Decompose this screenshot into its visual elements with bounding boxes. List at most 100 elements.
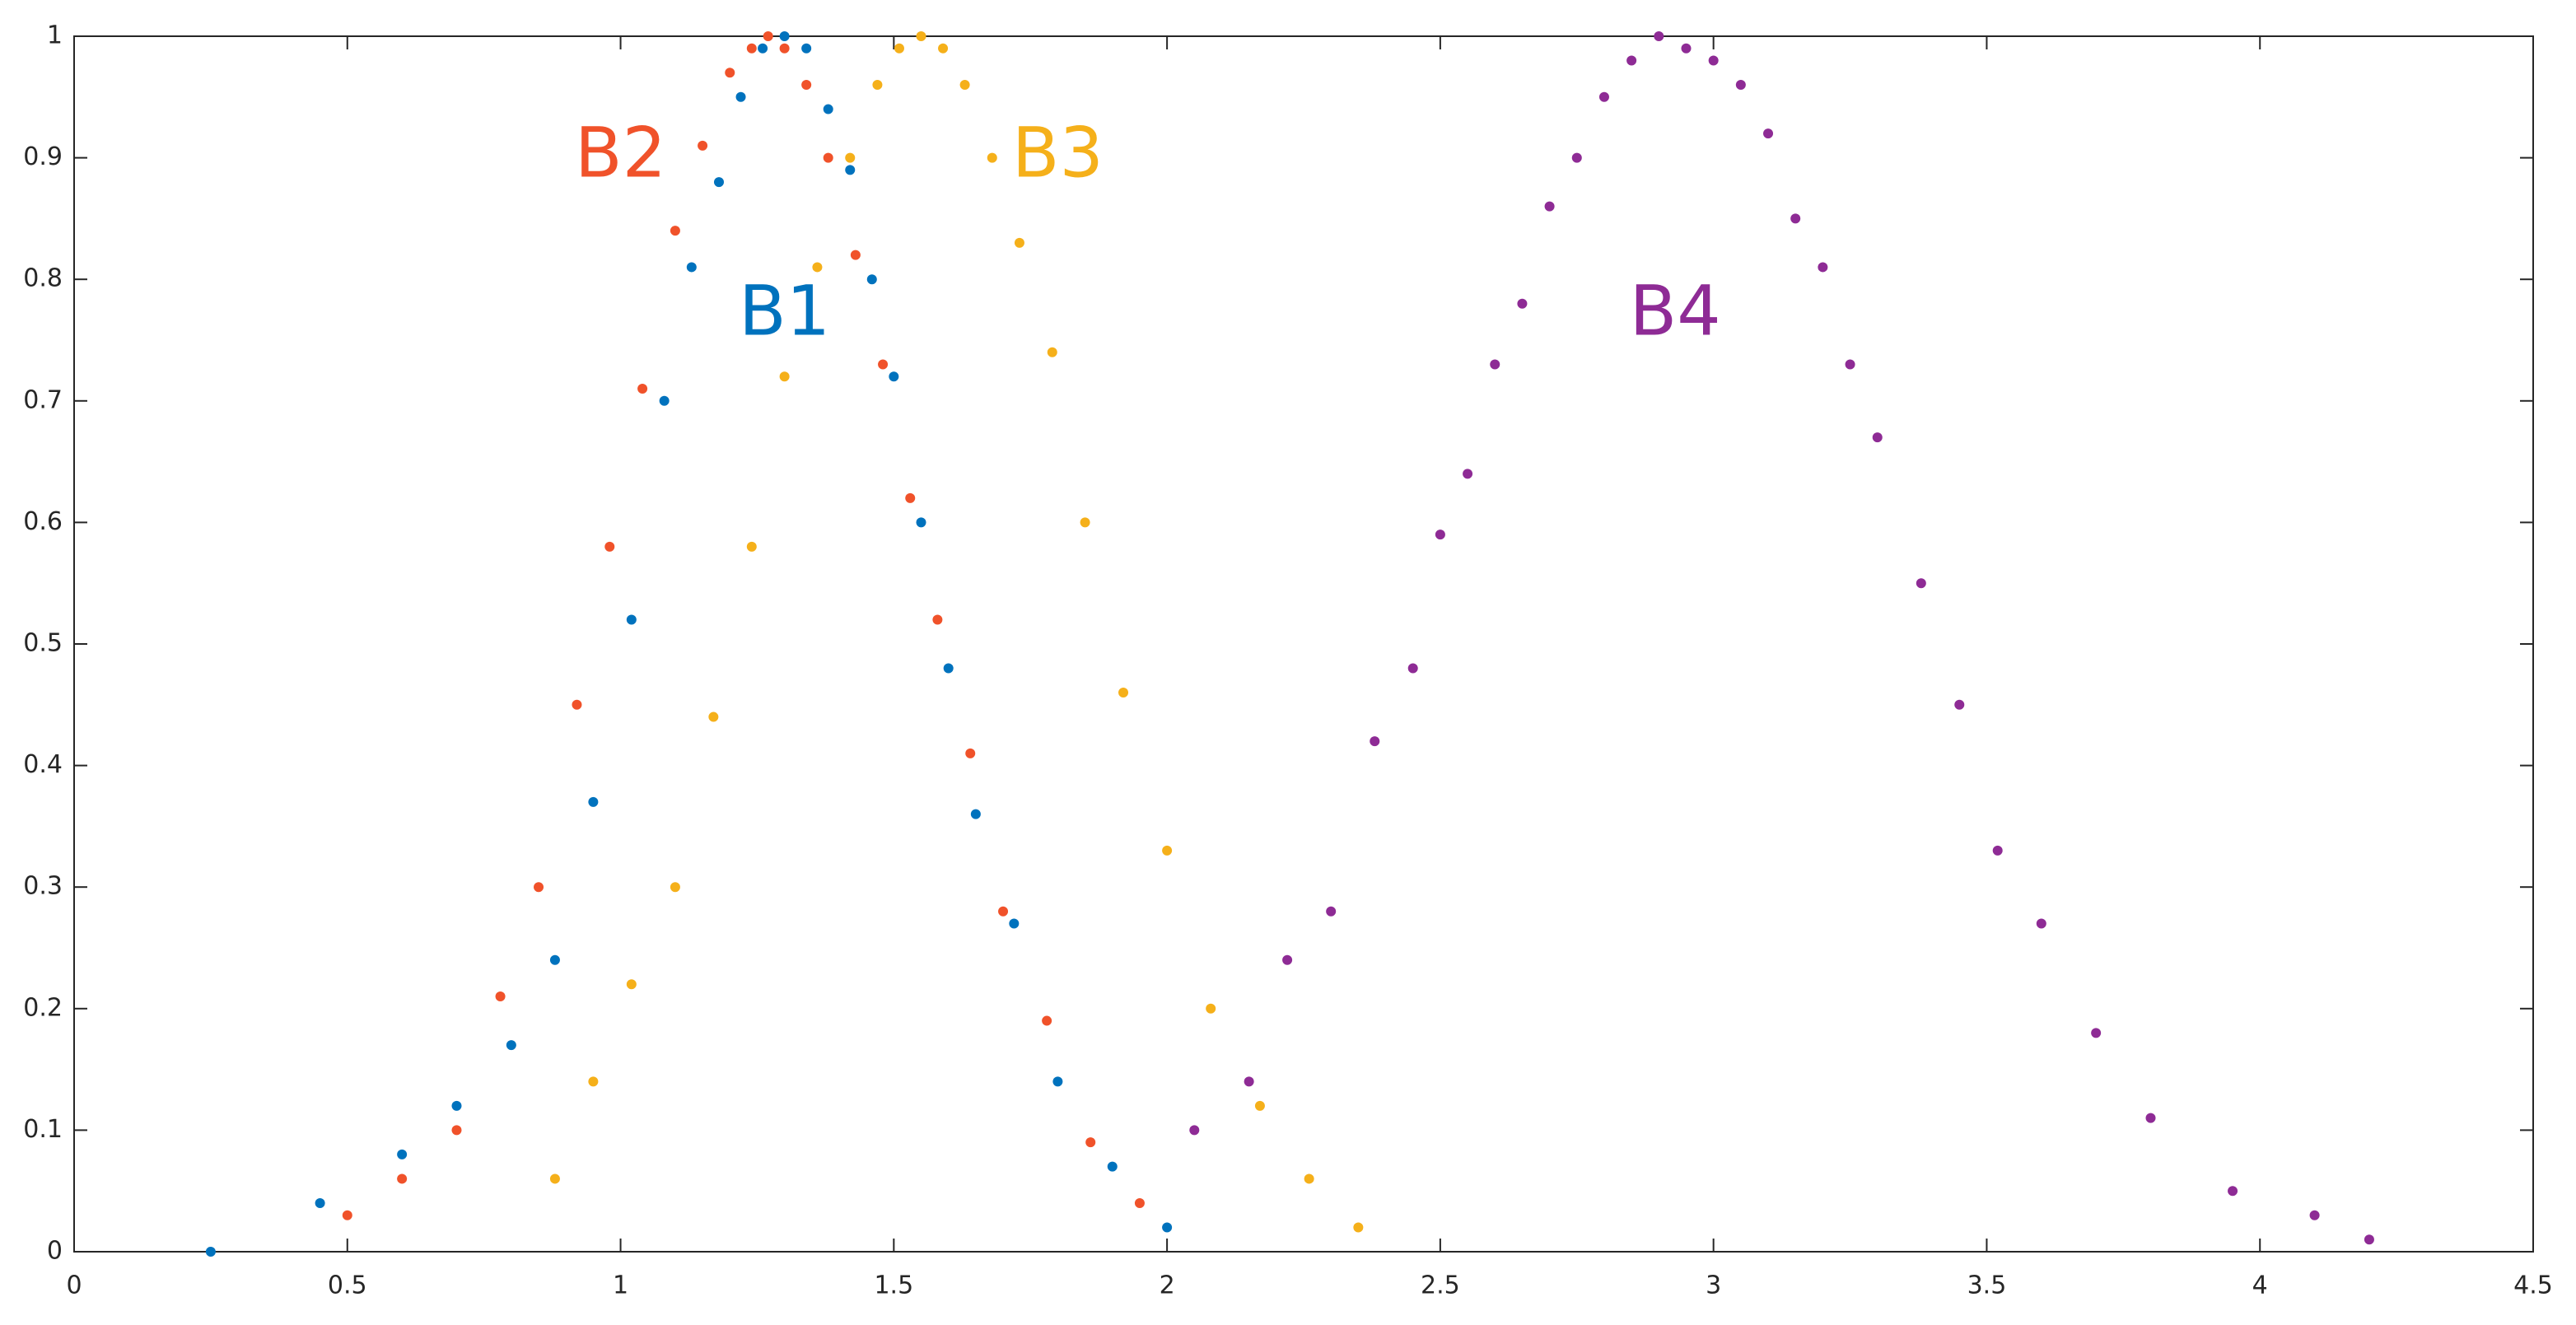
scatter-point — [205, 1247, 216, 1257]
scatter-point — [850, 250, 861, 260]
series-label: B3 — [1012, 113, 1104, 194]
scatter-point — [1107, 1161, 1118, 1172]
y-tick-label: 0.2 — [23, 993, 63, 1022]
scatter-point — [1992, 845, 2003, 856]
scatter-point — [1014, 237, 1024, 248]
scatter-point — [916, 31, 926, 41]
scatter-point — [965, 748, 976, 758]
scatter-point — [801, 80, 812, 91]
x-tick-label: 0.5 — [328, 1271, 367, 1300]
scatter-point — [2364, 1234, 2374, 1245]
scatter-point — [872, 80, 883, 91]
scatter-point — [763, 31, 773, 41]
scatter-point — [938, 43, 949, 54]
y-tick-label: 0.8 — [23, 264, 63, 293]
scatter-point — [1818, 262, 1828, 273]
scatter-point — [670, 882, 680, 893]
scatter-point — [1254, 1100, 1265, 1111]
series-label: B1 — [739, 270, 830, 351]
scatter-point — [725, 68, 735, 78]
scatter-point — [713, 177, 724, 188]
scatter-point — [1681, 43, 1692, 54]
x-tick-label: 3.5 — [1967, 1271, 2007, 1300]
scatter-point — [779, 371, 790, 382]
scatter-point — [878, 359, 889, 370]
scatter-point — [1571, 152, 1582, 163]
scatter-point — [987, 152, 997, 163]
scatter-point — [894, 43, 904, 54]
scatter-point — [686, 262, 697, 273]
plot-frame — [73, 35, 2534, 1253]
x-tick-label: 2 — [1160, 1271, 1175, 1300]
scatter-point — [779, 43, 790, 54]
scatter-point — [1463, 469, 1473, 479]
x-tick-label: 1.5 — [874, 1271, 913, 1300]
scatter-point — [1735, 80, 1746, 91]
scatter-point — [2228, 1186, 2238, 1197]
scatter-point — [1872, 432, 1883, 443]
y-tick-label: 0.9 — [23, 142, 63, 171]
scatter-point — [932, 614, 943, 625]
scatter-point — [2091, 1028, 2102, 1038]
scatter-point — [1085, 1137, 1096, 1148]
scatter-point — [1304, 1173, 1314, 1184]
x-tick-label: 4.5 — [2513, 1271, 2553, 1300]
y-tick-label: 0 — [47, 1237, 63, 1266]
scatter-point — [1845, 359, 1855, 370]
y-tick-label: 0.4 — [23, 750, 63, 779]
scatter-point — [779, 31, 790, 41]
scatter-point — [549, 1173, 560, 1184]
scatter-point — [1708, 55, 1719, 66]
scatter-point — [1954, 699, 1965, 710]
x-tick-label: 3 — [1706, 1271, 1721, 1300]
scatter-point — [1916, 578, 1926, 589]
y-tick-label: 0.1 — [23, 1115, 63, 1144]
series-label: B2 — [575, 113, 666, 194]
scatter-point — [735, 91, 746, 102]
scatter-point — [1598, 91, 1609, 102]
series-label: B4 — [1630, 270, 1721, 351]
scatter-point — [506, 1040, 516, 1051]
scatter-point — [1134, 1197, 1145, 1208]
scatter-point — [604, 541, 615, 552]
scatter-point — [708, 711, 719, 722]
scatter-point — [812, 262, 823, 273]
scatter-point — [698, 140, 708, 151]
scatter-point — [845, 165, 856, 175]
scatter-point — [495, 991, 506, 1002]
scatter-point — [1626, 55, 1637, 66]
scatter-point — [866, 274, 877, 285]
scatter-point — [1763, 128, 1774, 139]
scatter-point — [626, 614, 637, 625]
scatter-point — [943, 663, 954, 674]
scatter-point — [758, 43, 768, 54]
scatter-point — [534, 882, 544, 893]
scatter-point — [659, 395, 670, 406]
scatter-point — [588, 796, 599, 807]
scatter-point — [746, 43, 757, 54]
scatter-point — [1009, 918, 1020, 929]
scatter-point — [1790, 213, 1801, 224]
scatter-point — [637, 384, 648, 394]
scatter-point — [916, 517, 926, 528]
scatter-point — [823, 152, 833, 163]
scatter-point — [1435, 530, 1445, 540]
scatter-point — [1047, 347, 1057, 357]
scatter-point — [451, 1125, 462, 1136]
scatter-point — [397, 1149, 408, 1159]
scatter-point — [823, 104, 833, 114]
x-tick-label: 1 — [613, 1271, 628, 1300]
scatter-point — [1490, 359, 1500, 370]
scatter-point — [2309, 1210, 2320, 1220]
scatter-point — [1206, 1003, 1216, 1014]
scatter-point — [626, 979, 637, 990]
scatter-point — [1162, 845, 1173, 856]
scatter-point — [397, 1173, 408, 1184]
scatter-point — [2145, 1113, 2156, 1123]
y-tick-label: 0.3 — [23, 872, 63, 901]
scatter-point — [905, 492, 916, 503]
scatter-point — [1118, 688, 1129, 698]
scatter-point — [959, 80, 970, 91]
scatter-point — [1244, 1076, 1254, 1087]
